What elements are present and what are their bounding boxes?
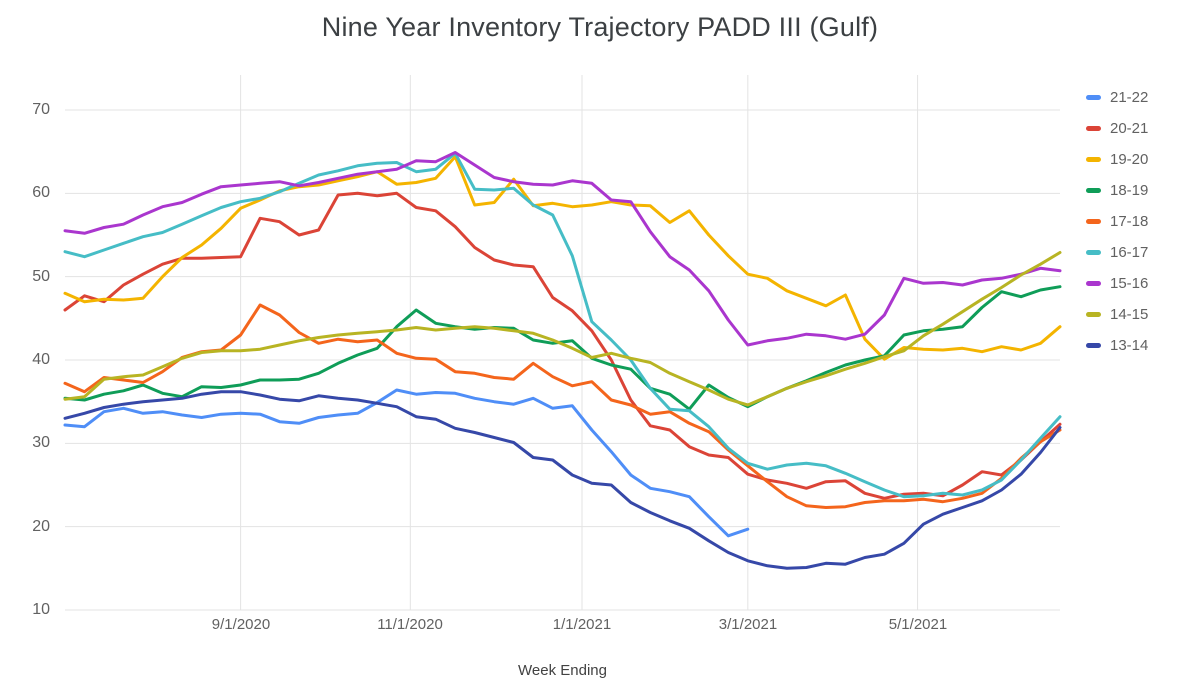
y-tick-20: 20 [32,518,50,535]
x-tick-sep: 9/1/2020 [211,616,271,633]
legend-item-15-16[interactable]: 15-16 [1086,268,1196,299]
series-color-swatch-icon [1086,343,1101,348]
legend-label: 19-20 [1110,151,1149,168]
series-color-swatch-icon [1086,188,1101,193]
legend-label: 15-16 [1110,275,1149,292]
y-tick-50: 50 [32,268,50,285]
series-color-swatch-icon [1086,157,1101,162]
x-tick-may: 5/1/2021 [888,616,948,633]
legend-label: 17-18 [1110,213,1149,230]
series-color-swatch-icon [1086,219,1101,224]
legend-item-14-15[interactable]: 14-15 [1086,299,1196,330]
y-tick-30: 30 [32,434,50,451]
series-color-swatch-icon [1086,312,1101,317]
chart-title: Nine Year Inventory Trajectory PADD III … [321,12,879,42]
legend-label: 14-15 [1110,306,1149,323]
series-color-swatch-icon [1086,126,1101,131]
legend-item-20-21[interactable]: 20-21 [1086,113,1196,144]
y-tick-10: 10 [32,601,50,618]
legend-item-17-18[interactable]: 17-18 [1086,206,1196,237]
legend-label: 20-21 [1110,120,1149,137]
x-axis-title: Week Ending [518,662,607,679]
legend-item-21-22[interactable]: 21-22 [1086,82,1196,113]
x-tick-jan: 1/1/2021 [552,616,612,633]
legend-item-16-17[interactable]: 16-17 [1086,237,1196,268]
legend-label: 16-17 [1110,244,1149,261]
y-tick-70: 70 [32,101,50,118]
legend-label: 18-19 [1110,182,1149,199]
y-tick-40: 40 [32,351,50,368]
x-tick-mar: 3/1/2021 [718,616,778,633]
legend-item-13-14[interactable]: 13-14 [1086,330,1196,361]
series-color-swatch-icon [1086,250,1101,255]
series-color-swatch-icon [1086,281,1101,286]
x-tick-nov: 11/1/2020 [377,616,443,633]
y-tick-60: 60 [32,184,50,201]
legend-label: 13-14 [1110,337,1149,354]
legend: 21-22 20-21 19-20 18-19 17-18 16-17 15-1… [1086,82,1196,361]
series-color-swatch-icon [1086,95,1101,100]
legend-item-18-19[interactable]: 18-19 [1086,175,1196,206]
legend-item-19-20[interactable]: 19-20 [1086,144,1196,175]
legend-label: 21-22 [1110,89,1149,106]
